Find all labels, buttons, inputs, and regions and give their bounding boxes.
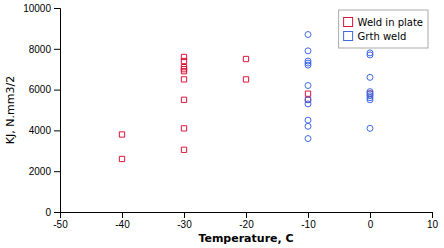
point: [119, 132, 124, 137]
tick-label: -40: [115, 219, 130, 230]
x-axis: -50 -40 -30 -20 -10 0 10: [53, 212, 438, 230]
point: [243, 77, 248, 82]
point: [305, 32, 311, 38]
point: [119, 156, 124, 161]
point: [305, 117, 311, 123]
point: [181, 97, 186, 102]
tick: 2000: [29, 166, 60, 177]
tick: 8000: [29, 44, 60, 55]
tick-label: -10: [301, 219, 316, 230]
y-axis-label: KJ, N.mm3/2: [4, 76, 17, 144]
tick: 10000: [23, 3, 60, 14]
tick: 4000: [29, 125, 60, 136]
legend-swatch: [344, 18, 353, 27]
y-axis: 0 2000 4000 6000 8000 10000: [23, 3, 60, 218]
tick-label: -30: [177, 219, 192, 230]
point: [181, 77, 186, 82]
tick: 0: [45, 207, 60, 218]
legend-swatch: [344, 32, 353, 41]
point: [367, 74, 373, 80]
point: [305, 62, 311, 68]
point: [181, 58, 186, 63]
tick-mark: [370, 212, 371, 218]
tick: 0: [368, 212, 374, 230]
tick-label: -50: [53, 219, 68, 230]
legend-item: Weld in plate: [344, 17, 423, 28]
tick: 6000: [29, 84, 60, 95]
point: [305, 136, 311, 142]
point: [243, 56, 248, 61]
tick-label: 4000: [29, 125, 52, 136]
tick-label: 0: [45, 207, 51, 218]
axis-line: [61, 213, 433, 219]
tick-label: -20: [239, 219, 254, 230]
tick-mark: [54, 212, 60, 213]
point: [367, 97, 373, 103]
tick: -30: [177, 212, 192, 230]
point: [181, 69, 186, 74]
point: [181, 147, 186, 152]
axis-line: [54, 9, 61, 213]
point: [305, 83, 311, 89]
point: [181, 67, 186, 72]
tick-mark: [54, 171, 60, 172]
tick-mark: [246, 212, 247, 218]
chart: -50 -40 -30 -20 -10 0 10 0 2000 4000 6000 8000 10000…: [0, 0, 444, 248]
tick-mark: [54, 90, 60, 91]
tick-mark: [308, 212, 309, 218]
point: [305, 91, 310, 96]
tick-label: 6000: [29, 84, 52, 95]
legend: Weld in plate Grth weld: [339, 10, 428, 48]
tick: -10: [301, 212, 316, 230]
tick-label: 0: [368, 219, 374, 230]
points: [119, 32, 373, 162]
legend-frame: [339, 10, 428, 48]
legend-item: Grth weld: [344, 31, 407, 42]
legend-label: Weld in plate: [358, 17, 423, 28]
tick-mark: [122, 212, 123, 218]
plot: -50 -40 -30 -20 -10 0 10 0 2000 4000 6000 8000 10000…: [23, 3, 438, 230]
tick-mark: [54, 49, 60, 50]
tick: -20: [239, 212, 254, 230]
tick-label: 10: [427, 219, 439, 230]
tick: 10: [427, 212, 439, 230]
tick: -40: [115, 212, 130, 230]
tick-mark: [54, 8, 60, 9]
tick-mark: [184, 212, 185, 218]
point: [367, 52, 373, 58]
legend-label: Grth weld: [358, 31, 407, 42]
tick: -50: [53, 212, 68, 230]
point: [181, 126, 186, 131]
tick-label: 8000: [29, 44, 52, 55]
tick-mark: [54, 130, 60, 131]
x-axis-label: Temperature, C: [198, 232, 293, 245]
point: [305, 123, 311, 129]
point: [367, 125, 373, 131]
point: [305, 101, 311, 107]
tick-label: 2000: [29, 166, 52, 177]
point: [305, 48, 311, 54]
tick-mark: [432, 212, 433, 218]
series: [119, 54, 372, 161]
tick-label: 10000: [23, 3, 51, 14]
